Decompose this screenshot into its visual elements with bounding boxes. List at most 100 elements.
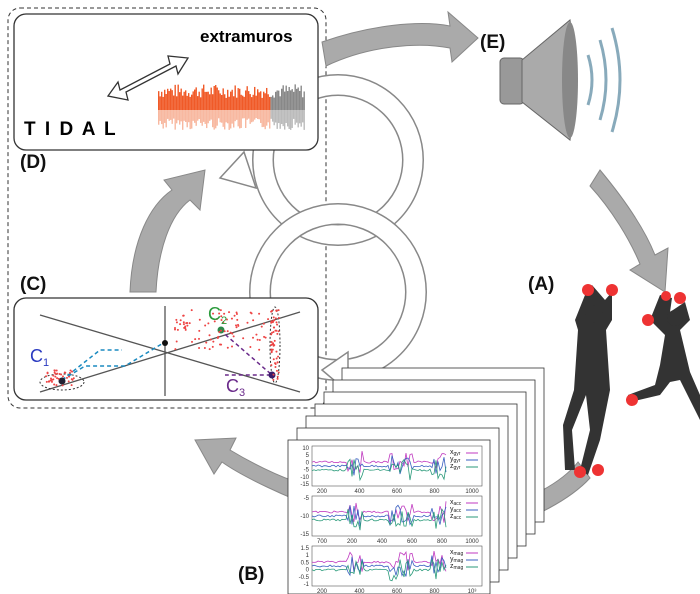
wave-bar (228, 96, 230, 110)
legend-base: z (450, 463, 454, 470)
wave-bar (168, 110, 170, 121)
scatter-dot (186, 324, 189, 327)
legend-base: y (450, 556, 454, 563)
wave-bar (288, 86, 290, 110)
wave-bar (212, 110, 214, 128)
wave-bar (281, 110, 283, 124)
scatter-dot (271, 331, 274, 334)
scatter-dot (57, 377, 60, 380)
scatter-dot (264, 336, 267, 339)
x-tick-label: 200 (347, 539, 358, 545)
scatter-dot (176, 328, 179, 331)
wave-bar (204, 91, 206, 110)
wave-bar (275, 110, 277, 123)
wave-bar (218, 90, 220, 110)
scatter-dot (267, 318, 270, 321)
wave-bar (198, 110, 200, 120)
wave-bar (272, 110, 274, 122)
y-tick-label: -5 (304, 468, 310, 474)
wave-bar (254, 110, 256, 120)
wave-bar (291, 89, 293, 110)
scatter-dot (263, 335, 266, 338)
scatter-dot (72, 377, 75, 380)
wave-bar (257, 89, 259, 110)
legend-sub: mag (454, 551, 464, 557)
wave-bar (299, 110, 301, 124)
scatter-dot (179, 319, 182, 322)
scatter-dot (70, 384, 73, 387)
wave-bar (207, 110, 209, 124)
legend-base: x (450, 499, 454, 506)
wave-bar (177, 110, 179, 121)
wave-bar (168, 91, 170, 110)
scatter-dot (223, 312, 226, 315)
scatter-dot (198, 337, 201, 340)
scatter-dot (182, 323, 185, 326)
scatter-dot (52, 378, 55, 381)
wave-bar (200, 97, 202, 110)
wave-bar (227, 110, 229, 124)
wave-bar (201, 88, 203, 110)
wave-bar (170, 110, 172, 120)
scatter-dot (60, 373, 63, 376)
wave-bar (270, 96, 272, 110)
wave-bar (189, 96, 191, 110)
y-tick-label: -1 (304, 582, 310, 588)
wave-bar (176, 96, 178, 110)
wave-bar (224, 94, 226, 110)
wave-bar (230, 110, 232, 129)
wave-bar (189, 110, 191, 130)
scatter-dot (270, 340, 273, 343)
scatter-dot (50, 380, 53, 383)
legend-base: x (450, 549, 454, 556)
wave-bar (161, 110, 163, 125)
wave-bar (296, 88, 298, 110)
wave-bar (219, 110, 221, 123)
wave-bar (159, 96, 161, 110)
y-tick-label: 5 (306, 453, 310, 459)
wave-bar (179, 110, 181, 125)
wave-bar (239, 88, 241, 110)
scatter-dot (277, 371, 280, 374)
scatter-dot (179, 323, 182, 326)
scatter-dot (45, 375, 48, 378)
scatter-dot (275, 369, 278, 372)
legend-entry: yacc (450, 506, 462, 514)
wave-bar (186, 95, 188, 110)
legend-base: y (450, 506, 454, 513)
scatter-dot (182, 314, 185, 317)
scatter-dot (68, 375, 71, 378)
wave-bar (173, 110, 175, 119)
wave-bar (288, 110, 290, 129)
wave-bar (302, 97, 304, 110)
scatter-dot (270, 310, 273, 313)
wave-bar (183, 91, 185, 110)
wave-bar (216, 87, 218, 110)
scatter-dot (68, 371, 71, 374)
scatter-dot (174, 348, 177, 351)
y-tick-label: 0 (306, 568, 310, 574)
wave-bar (255, 95, 257, 110)
wave-bar (237, 110, 239, 127)
wave-bar (227, 89, 229, 110)
scatter-dot (246, 321, 249, 324)
legend-sub: acc (454, 515, 462, 521)
x-tick-label: 700 (317, 539, 328, 545)
signal-line (311, 451, 447, 473)
wave-bar (182, 110, 184, 130)
scatter-dot (273, 344, 276, 347)
scatter-dot (276, 377, 279, 380)
scatter-dot (236, 318, 239, 321)
x-tick-label: 200 (317, 589, 328, 594)
scatter-dot (275, 321, 278, 324)
wave-bar (303, 91, 305, 110)
wave-bar (192, 110, 194, 121)
scatter-dot (175, 318, 178, 321)
scatter-dot (71, 378, 74, 381)
wave-bar (182, 95, 184, 110)
scatter-dot (61, 384, 64, 387)
loop-rings (218, 74, 427, 394)
wave-bar (245, 110, 247, 128)
scatter-dot (212, 312, 215, 315)
